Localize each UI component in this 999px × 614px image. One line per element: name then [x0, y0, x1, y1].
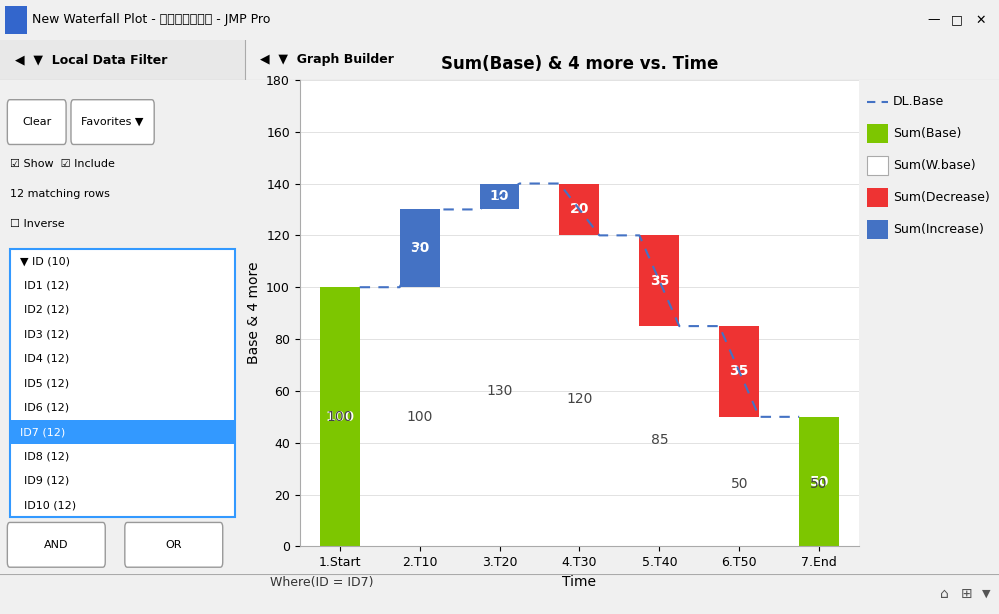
- Text: 20: 20: [569, 203, 589, 217]
- Text: 35: 35: [649, 274, 669, 288]
- Text: OR: OR: [166, 540, 182, 550]
- Text: New Waterfall Plot - グラフビルダー - JMP Pro: New Waterfall Plot - グラフビルダー - JMP Pro: [32, 14, 271, 26]
- Text: ID10 (12): ID10 (12): [24, 500, 77, 510]
- Text: Favorites ▼: Favorites ▼: [81, 117, 144, 127]
- Text: Clear: Clear: [22, 117, 51, 127]
- Bar: [10, 420, 235, 445]
- Bar: [799, 417, 839, 546]
- Text: —: —: [928, 14, 940, 26]
- Text: ☐ Inverse: ☐ Inverse: [10, 219, 64, 229]
- Text: 100: 100: [325, 410, 355, 424]
- Bar: [867, 124, 887, 144]
- Bar: [480, 184, 519, 209]
- Text: ⌂: ⌂: [940, 587, 948, 601]
- Text: 12 matching rows: 12 matching rows: [10, 189, 110, 199]
- FancyBboxPatch shape: [125, 523, 223, 567]
- Text: ID8 (12): ID8 (12): [24, 451, 70, 462]
- Bar: [867, 220, 887, 239]
- Text: 50: 50: [810, 477, 828, 491]
- FancyBboxPatch shape: [7, 523, 105, 567]
- Text: ☑ Show  ☑ Include: ☑ Show ☑ Include: [10, 160, 115, 169]
- Text: 30: 30: [410, 241, 430, 255]
- Text: ID1 (12): ID1 (12): [24, 281, 70, 290]
- Text: 130: 130: [487, 384, 512, 398]
- Text: 120: 120: [566, 392, 592, 406]
- Text: Sum(Increase): Sum(Increase): [893, 223, 984, 236]
- Text: 85: 85: [650, 433, 668, 447]
- Text: ✕: ✕: [976, 14, 986, 26]
- FancyBboxPatch shape: [71, 99, 154, 144]
- Y-axis label: Base & 4 more: Base & 4 more: [247, 262, 261, 364]
- Text: ID6 (12): ID6 (12): [24, 403, 70, 413]
- Text: Sum(Decrease): Sum(Decrease): [893, 191, 989, 204]
- Text: Where(ID = ID7): Where(ID = ID7): [270, 577, 374, 589]
- Text: ID2 (12): ID2 (12): [24, 305, 70, 315]
- Bar: [10, 249, 235, 518]
- Text: 100: 100: [327, 410, 353, 424]
- FancyBboxPatch shape: [7, 99, 66, 144]
- Bar: [400, 209, 440, 287]
- Text: Sum(W.base): Sum(W.base): [893, 159, 975, 173]
- Text: ⊞: ⊞: [961, 587, 973, 601]
- Bar: [867, 188, 887, 208]
- Text: ▼: ▼: [982, 589, 990, 599]
- Bar: [0, 40, 245, 80]
- Bar: [559, 184, 599, 235]
- Text: DL.Base: DL.Base: [893, 95, 944, 109]
- Bar: [719, 326, 759, 417]
- Bar: [5, 6, 27, 34]
- Text: ◀  ▼  Graph Builder: ◀ ▼ Graph Builder: [260, 53, 394, 66]
- Bar: [320, 287, 360, 546]
- Bar: [639, 235, 679, 326]
- Text: ID5 (12): ID5 (12): [24, 378, 70, 388]
- Text: 10: 10: [490, 190, 509, 203]
- Text: 50: 50: [809, 475, 829, 489]
- Text: ID3 (12): ID3 (12): [24, 329, 70, 340]
- X-axis label: Time: Time: [562, 575, 596, 589]
- Bar: [867, 156, 887, 176]
- Text: ID7 (12): ID7 (12): [20, 427, 65, 437]
- Text: ID9 (12): ID9 (12): [24, 476, 70, 486]
- Text: 50: 50: [730, 477, 748, 491]
- Text: ▼ ID (10): ▼ ID (10): [20, 256, 70, 266]
- Text: □: □: [951, 14, 963, 26]
- Text: AND: AND: [44, 540, 69, 550]
- Text: ID4 (12): ID4 (12): [24, 354, 70, 363]
- Text: 35: 35: [729, 365, 749, 378]
- Text: 100: 100: [407, 410, 433, 424]
- Text: ◀  ▼  Local Data Filter: ◀ ▼ Local Data Filter: [15, 53, 168, 66]
- Text: Sum(Base): Sum(Base): [893, 127, 961, 141]
- Title: Sum(Base) & 4 more vs. Time: Sum(Base) & 4 more vs. Time: [441, 55, 718, 72]
